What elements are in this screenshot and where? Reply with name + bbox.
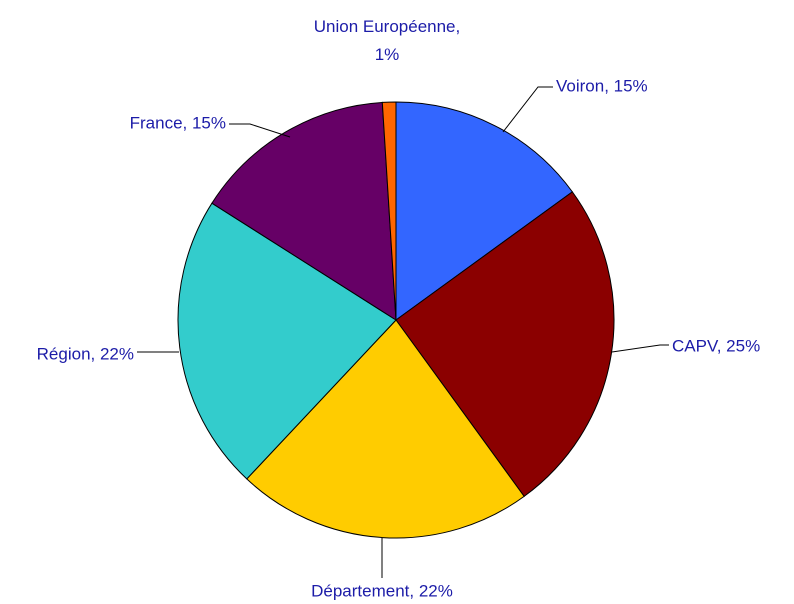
pie-slice xyxy=(395,191,615,498)
data-label: CAPV, 25% xyxy=(672,336,760,355)
pie-slice xyxy=(381,101,397,321)
data-label: Département, 22% xyxy=(311,581,453,600)
pie-slice xyxy=(395,101,574,321)
data-label: Union Européenne, 1% xyxy=(314,17,461,64)
leader-line xyxy=(502,86,553,133)
pie-slice xyxy=(177,202,397,480)
data-label: Voiron, 15% xyxy=(556,76,648,95)
leader-line xyxy=(229,123,291,138)
pie-slice xyxy=(246,319,525,539)
pie-slice xyxy=(211,101,397,321)
leader-line xyxy=(611,344,669,353)
data-label: Région, 22% xyxy=(37,344,134,363)
data-label: France, 15% xyxy=(130,113,226,132)
